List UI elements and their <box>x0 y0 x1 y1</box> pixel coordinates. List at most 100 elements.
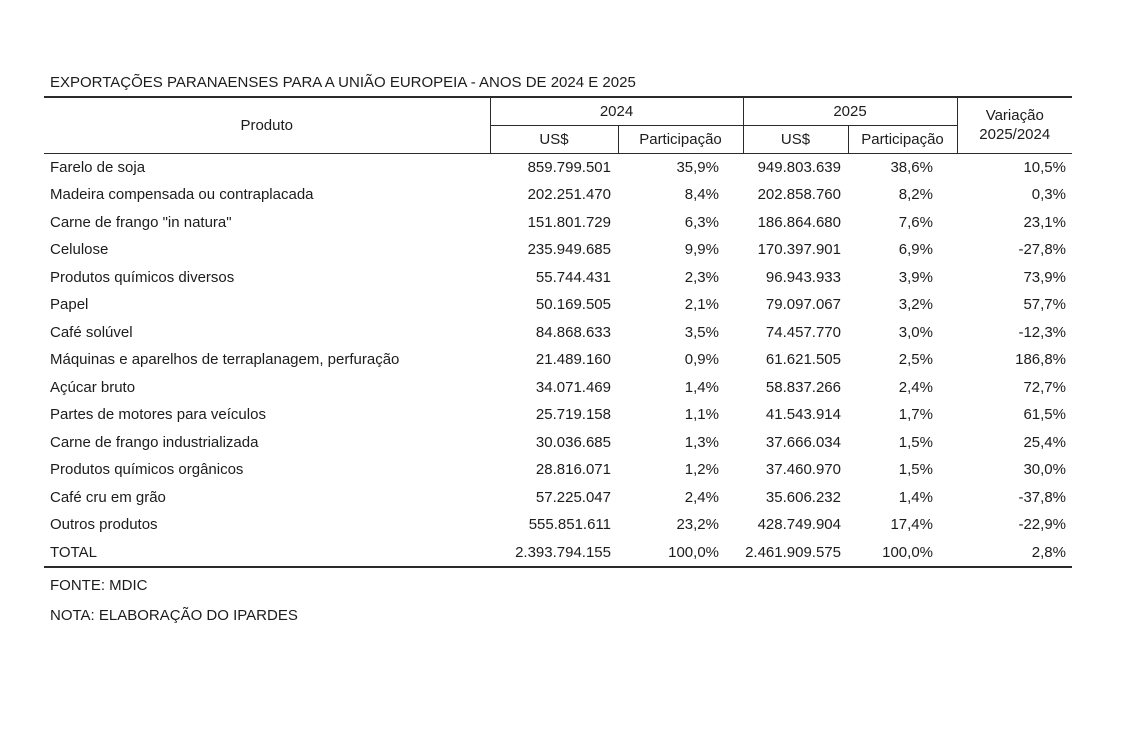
cell-product: Produtos químicos orgânicos <box>50 461 244 479</box>
column-header-usd-2025: US$ <box>743 125 849 154</box>
cell-share-2025: 3,9% <box>898 268 933 286</box>
table-header: Produto 2024 2025 Variação 2025/2024 US$… <box>44 97 1072 154</box>
cell-usd-2024: 55.744.431 <box>535 268 611 286</box>
cell-share-2025: 2,4% <box>898 378 933 396</box>
cell-usd-2025: 35.606.232 <box>765 488 841 506</box>
cell-usd-2024: 151.801.729 <box>527 213 611 231</box>
header-row-subcolumns: US$ Participação US$ Participação <box>44 125 1072 154</box>
table-row: Celulose 235.949.685 9,9% 170.397.901 6,9% -2… <box>44 236 1072 264</box>
cell-share-2024: 1,3% <box>684 433 719 451</box>
column-header-usd-2024: US$ <box>490 125 619 154</box>
variacao-label-line2: 2025/2024 <box>979 126 1051 144</box>
column-header-variacao: Variação 2025/2024 <box>957 97 1072 154</box>
cell-usd-2025: 61.621.505 <box>765 351 841 369</box>
table-row: Máquinas e aparelhos de terraplanagem, p… <box>44 346 1072 374</box>
cell-usd-2025: 949.803.639 <box>757 158 841 176</box>
table-row: Farelo de soja 859.799.501 35,9% 949.803.63… <box>44 153 1072 181</box>
cell-usd-2024: 84.868.633 <box>535 323 611 341</box>
cell-share-2025: 7,6% <box>898 213 933 231</box>
header-row-groups: Produto 2024 2025 Variação 2025/2024 <box>44 97 1072 154</box>
column-group-2025: 2025 <box>743 97 958 126</box>
column-group-2024: 2024 <box>490 97 744 126</box>
cell-product: Carne de frango industrializada <box>50 433 259 451</box>
cell-usd-2024: 21.489.160 <box>535 351 611 369</box>
cell-share-2024: 9,9% <box>684 241 719 259</box>
table-row: Café cru em grão 57.225.047 2,4% 35.606.232… <box>44 484 1072 512</box>
cell-product: Carne de frango "in natura" <box>50 213 232 231</box>
table-row: Carne de frango "in natura" 151.801.729 6,… <box>44 209 1072 237</box>
table-title: EXPORTAÇÕES PARANAENSES PARA A UNIÃO EUR… <box>50 74 636 91</box>
cell-share-2025: 3,2% <box>898 296 933 314</box>
cell-share-2025: 1,5% <box>898 461 933 479</box>
cell-product: Farelo de soja <box>50 158 146 176</box>
table-row: Açúcar bruto 34.071.469 1,4% 58.837.266 2,4%… <box>44 374 1072 402</box>
cell-share-2025: 3,0% <box>898 323 933 341</box>
cell-variation: -27,8% <box>1018 241 1066 259</box>
table-row: Produtos químicos diversos 55.744.431 2,3%… <box>44 264 1072 292</box>
cell-product: Partes de motores para veículos <box>50 406 266 424</box>
cell-product: Produtos químicos diversos <box>50 268 235 286</box>
cell-variation: -22,9% <box>1018 516 1066 534</box>
table-row: Outros produtos 555.851.611 23,2% 428.749.9… <box>44 511 1072 539</box>
cell-product: Açúcar bruto <box>50 378 136 396</box>
export-table: Produto 2024 2025 Variação 2025/2024 US$… <box>44 96 1072 568</box>
cell-usd-2025: 186.864.680 <box>757 213 841 231</box>
cell-usd-2025: 37.666.034 <box>765 433 841 451</box>
cell-usd-2025: 96.943.933 <box>765 268 841 286</box>
cell-variation: 10,5% <box>1023 158 1066 176</box>
cell-variation: 23,1% <box>1023 213 1066 231</box>
cell-usd-2025: 428.749.904 <box>757 516 841 534</box>
cell-share-2025: 38,6% <box>890 158 933 176</box>
cell-product: Máquinas e aparelhos de terraplanagem, p… <box>50 351 400 369</box>
cell-variation: 61,5% <box>1023 406 1066 424</box>
total-label: TOTAL <box>50 543 97 561</box>
total-row: TOTAL 2.393.794.155 100,0% 2.461.909.575… <box>44 539 1072 568</box>
cell-variation: 25,4% <box>1023 433 1066 451</box>
cell-usd-2025: 74.457.770 <box>765 323 841 341</box>
cell-product: Papel <box>50 296 89 314</box>
cell-variation: -12,3% <box>1018 323 1066 341</box>
cell-variation: 186,8% <box>1015 351 1066 369</box>
table-row: Produtos químicos orgânicos 28.816.071 1,2… <box>44 456 1072 484</box>
cell-share-2024: 35,9% <box>676 158 719 176</box>
cell-usd-2024: 50.169.505 <box>535 296 611 314</box>
cell-usd-2024: 25.719.158 <box>535 406 611 424</box>
total-usd-2024: 2.393.794.155 <box>515 543 611 561</box>
cell-variation: 73,9% <box>1023 268 1066 286</box>
table-row: Café solúvel 84.868.633 3,5% 74.457.770 3,0%… <box>44 319 1072 347</box>
column-header-participacao-2024: Participação <box>618 125 744 154</box>
cell-share-2024: 1,4% <box>684 378 719 396</box>
total-usd-2025: 2.461.909.575 <box>745 543 841 561</box>
report-sheet: EXPORTAÇÕES PARANAENSES PARA A UNIÃO EUR… <box>44 74 1072 624</box>
cell-usd-2025: 79.097.067 <box>765 296 841 314</box>
cell-share-2025: 1,4% <box>898 488 933 506</box>
cell-product: Celulose <box>50 241 109 259</box>
table-row: Papel 50.169.505 2,1% 79.097.067 3,2% 57,7% <box>44 291 1072 319</box>
cell-share-2024: 0,9% <box>684 351 719 369</box>
cell-share-2025: 6,9% <box>898 241 933 259</box>
cell-variation: -37,8% <box>1018 488 1066 506</box>
variacao-label-line1: Variação <box>985 107 1044 125</box>
cell-product: Café cru em grão <box>50 488 166 506</box>
cell-usd-2024: 34.071.469 <box>535 378 611 396</box>
total-share-2025: 100,0% <box>882 543 933 561</box>
cell-product: Outros produtos <box>50 516 158 534</box>
cell-usd-2024: 57.225.047 <box>535 488 611 506</box>
cell-usd-2024: 30.036.685 <box>535 433 611 451</box>
cell-share-2024: 3,5% <box>684 323 719 341</box>
cell-variation: 72,7% <box>1023 378 1066 396</box>
cell-share-2024: 2,3% <box>684 268 719 286</box>
cell-share-2025: 1,7% <box>898 406 933 424</box>
cell-share-2024: 2,1% <box>684 296 719 314</box>
cell-variation: 57,7% <box>1023 296 1066 314</box>
source-note: FONTE: MDIC <box>50 577 148 594</box>
cell-usd-2025: 58.837.266 <box>765 378 841 396</box>
cell-usd-2024: 235.949.685 <box>527 241 611 259</box>
cell-share-2024: 1,1% <box>684 406 719 424</box>
total-variation: 2,8% <box>1031 543 1066 561</box>
cell-share-2024: 6,3% <box>684 213 719 231</box>
elaboration-note: NOTA: ELABORAÇÃO DO IPARDES <box>50 607 298 624</box>
column-header-produto: Produto <box>44 97 491 154</box>
cell-share-2025: 8,2% <box>898 186 933 204</box>
cell-product: Madeira compensada ou contraplacada <box>50 186 314 204</box>
